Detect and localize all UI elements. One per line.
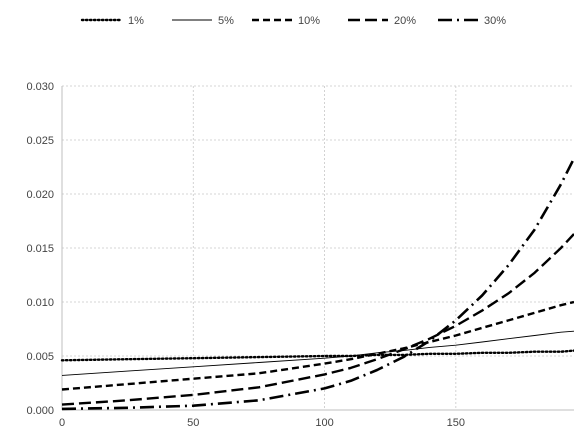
legend-label: 10% [298,15,320,27]
x-tick-label: 0 [59,417,65,429]
legend-item: 10% [252,15,320,27]
y-tick-label: 0.010 [26,297,54,309]
x-tick-label: 100 [315,417,333,429]
y-tick-label: 0.020 [26,189,54,201]
series-line-1pct [60,349,574,362]
y-tick-labels: 0.000 0.005 0.010 0.015 0.020 0.025 0.030 [26,81,54,417]
series-line-20pct [61,233,574,406]
grid [62,85,574,410]
y-tick-label: 0.015 [26,243,54,255]
legend-label: 20% [394,15,416,27]
legend-item: 5% [172,15,234,27]
y-tick-label: 0.025 [26,135,54,147]
y-tick-label: 0.030 [26,81,54,93]
legend-item: 1% [80,15,144,27]
legend-item: 30% [438,15,506,27]
x-tick-label: 50 [187,417,199,429]
legend-label: 30% [484,15,506,27]
y-tick-label: 0.000 [26,405,54,417]
legend-item: 20% [348,15,416,27]
axes [61,86,574,411]
x-tick-labels: 0 50 100 150 [59,417,465,429]
series [60,157,574,411]
x-tick-label: 150 [447,417,465,429]
legend: 1% 5% 10% 20% 30% [80,15,506,27]
legend-label: 5% [218,15,234,27]
legend-label: 1% [128,15,144,27]
series-line-30pct [61,157,574,411]
y-tick-label: 0.005 [26,351,54,363]
